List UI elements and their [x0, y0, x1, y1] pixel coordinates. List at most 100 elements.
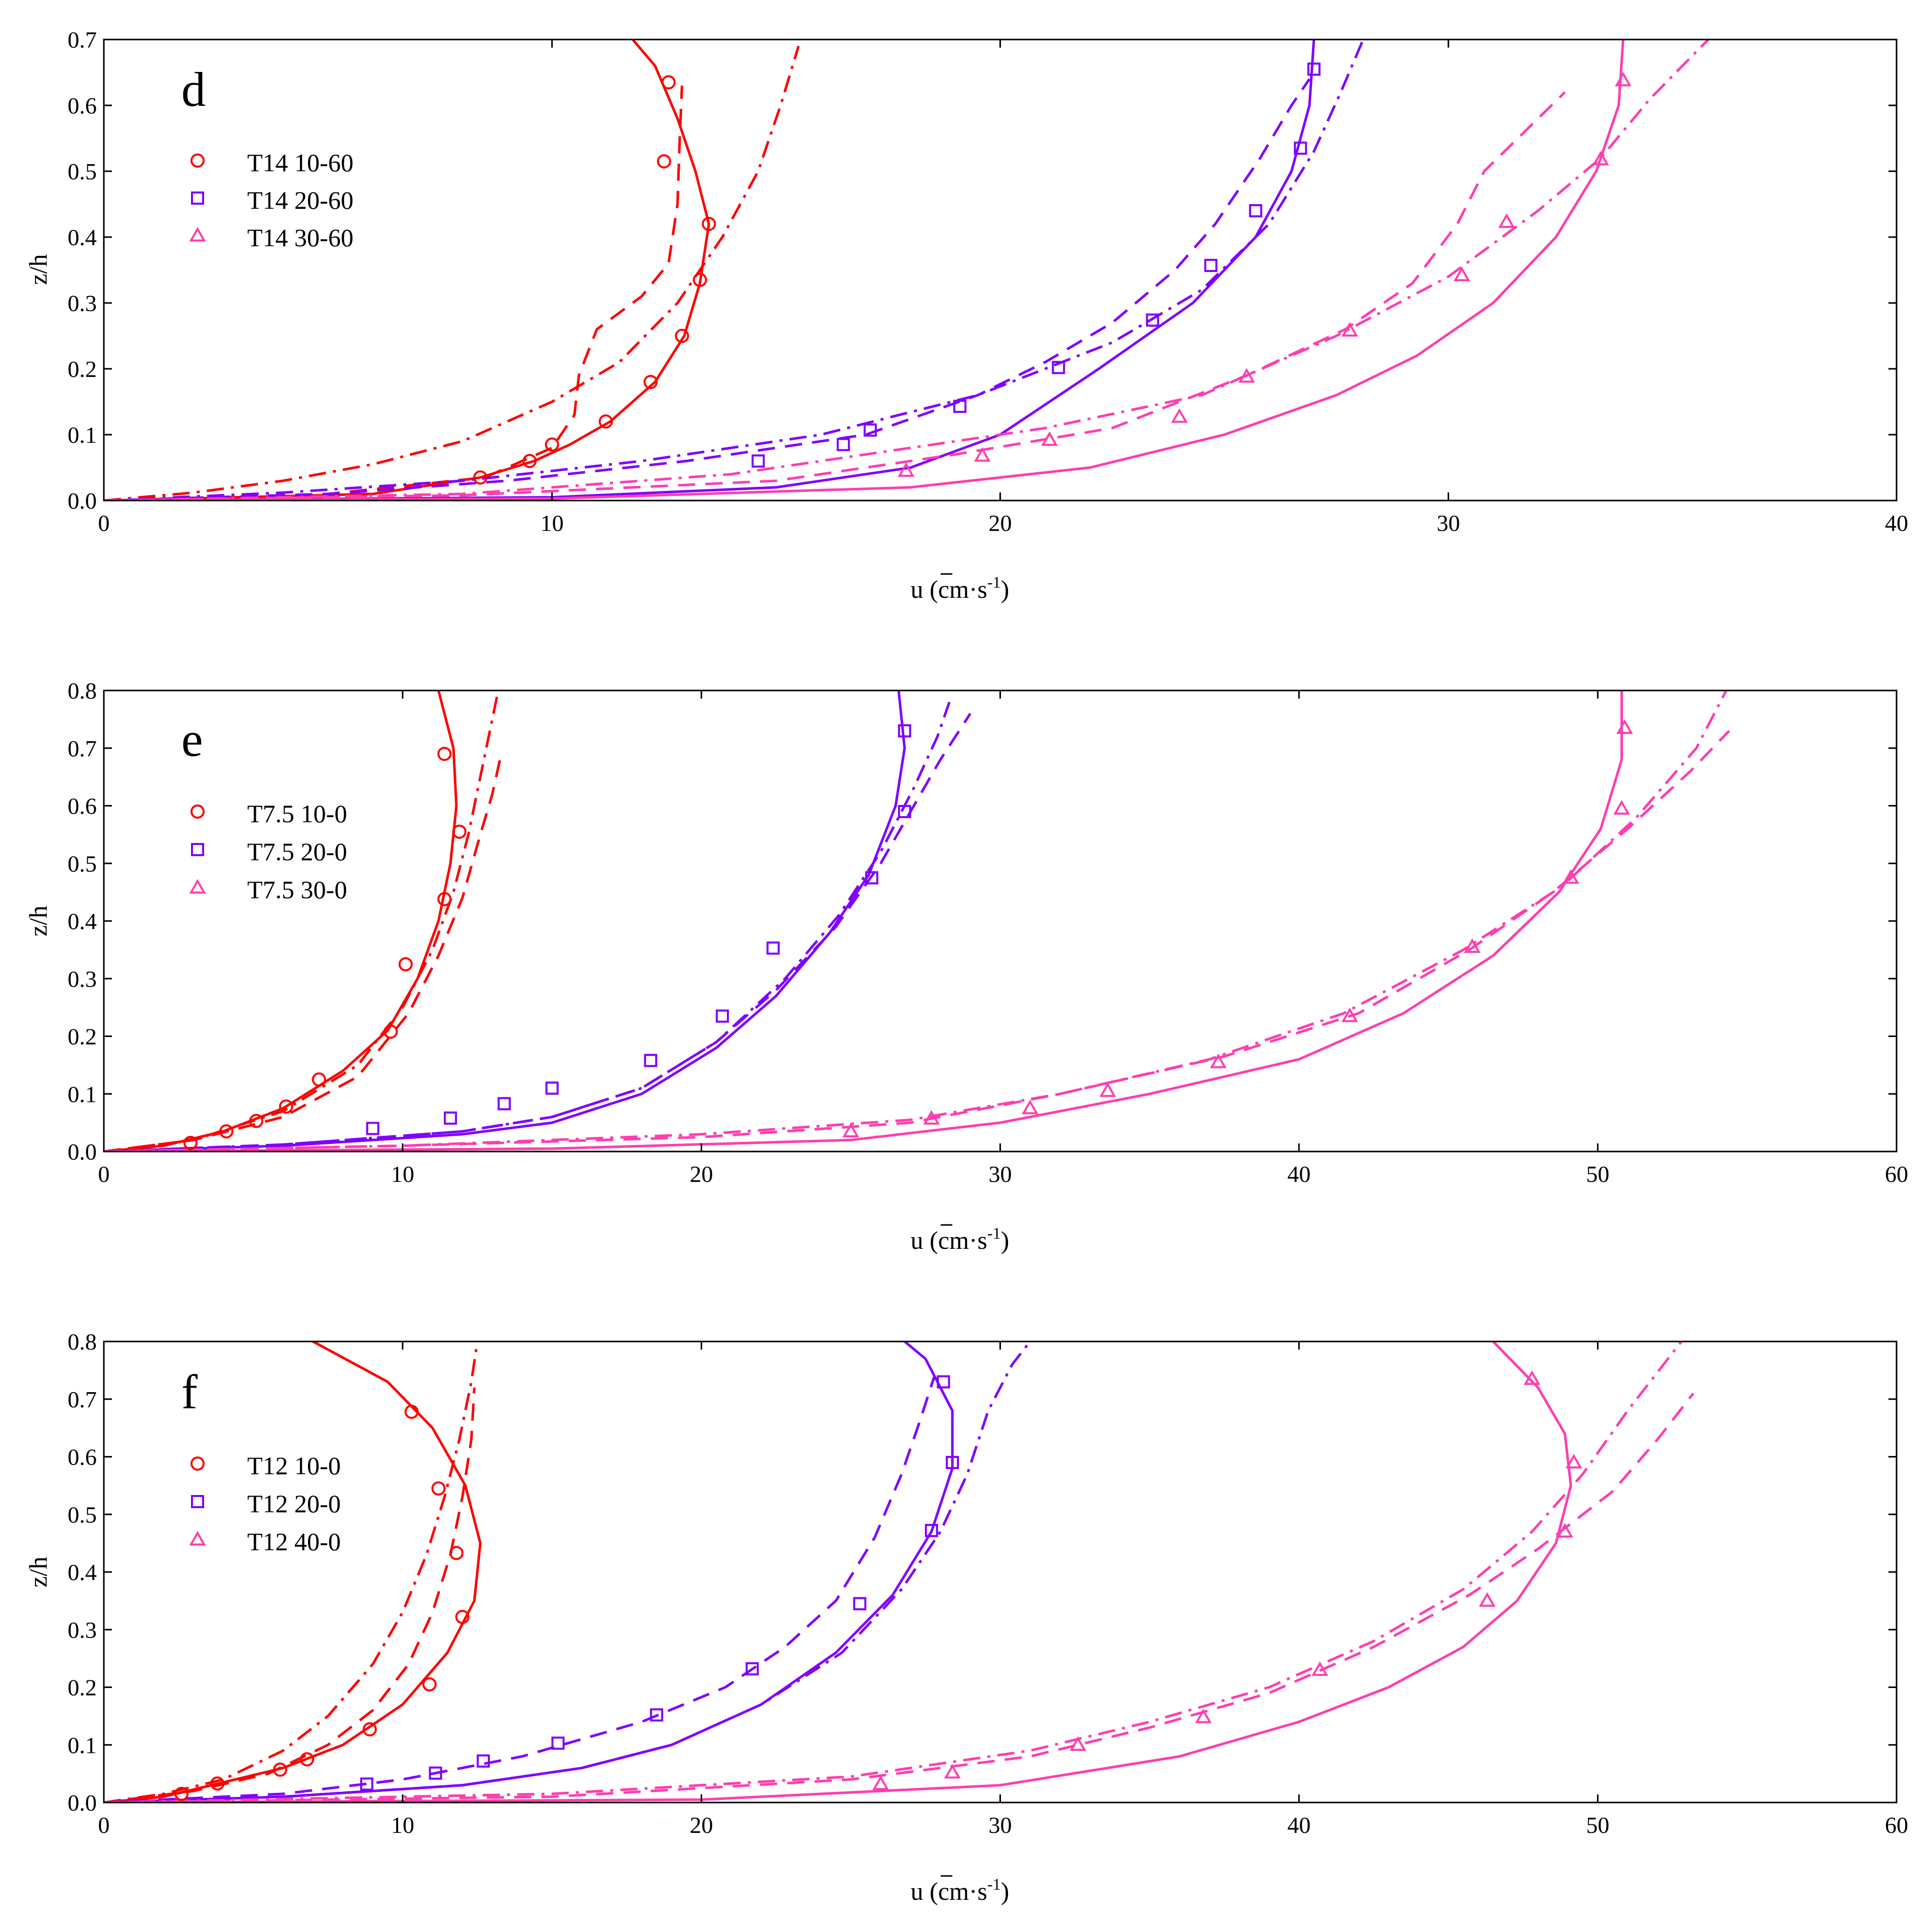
series-3-data-point: [1523, 1370, 1540, 1385]
series-3-data-point: [1069, 1736, 1087, 1751]
series-3-data-point: [1614, 71, 1632, 87]
series-2-data-point: [946, 1455, 959, 1469]
plot-frame: [103, 39, 1898, 502]
series-1-dashed-line: [104, 85, 683, 501]
y-axis-label: z/h: [24, 254, 52, 285]
series-2-data-point: [429, 1766, 442, 1780]
legend-entry-1: T7.5 10-0: [247, 799, 347, 828]
series-2-data-point: [1204, 258, 1218, 272]
series-1-data-point: [404, 1404, 419, 1419]
panel-d: d z/h u (cm·s-1) T14 10-60 T14 20-60 T14…: [24, 27, 1908, 603]
series-2-data-point: [924, 1524, 938, 1538]
series-2-dashed-line: [104, 78, 1311, 501]
series-3-data-point: [1556, 1523, 1573, 1538]
y-tick-label: 0.5: [68, 851, 97, 876]
y-tick-label: 0.3: [68, 1617, 97, 1643]
series-2-data-point: [650, 1708, 664, 1722]
series-1-data-point: [362, 1722, 377, 1737]
y-tick-label: 0.1: [68, 422, 97, 448]
x-axis-label: u (cm·s-1): [911, 573, 1010, 603]
x-tick-label: 60: [1885, 1812, 1908, 1838]
y-tick-label: 0.2: [68, 356, 97, 382]
plot-area: [104, 691, 1730, 1152]
series-2-data-point: [644, 1054, 658, 1067]
series-1-data-point: [312, 1072, 326, 1087]
series-3-solid-line: [104, 1341, 1572, 1803]
legend-marker-2: [191, 191, 204, 205]
y-tick-label: 0.3: [68, 966, 97, 992]
series-3-solid-line: [104, 40, 1625, 501]
x-tick-label: 10: [391, 1161, 414, 1187]
panel-letter: d: [181, 62, 206, 117]
panel-e: e z/h u (cm·s-1) T7.5 10-0 T7.5 20-0 T7.…: [24, 678, 1908, 1254]
plot-frame: [103, 1340, 1898, 1804]
series-1-data-point: [219, 1124, 234, 1139]
series-1-solid-line: [104, 1341, 482, 1803]
x-tick-label: 50: [1586, 1161, 1609, 1187]
series-3-data-point: [842, 1123, 860, 1137]
y-tick-label: 0.8: [68, 1329, 97, 1355]
series-2-data-point: [1307, 62, 1321, 76]
y-tick-label: 0.0: [68, 488, 97, 514]
y-tick-label: 0.5: [68, 1502, 97, 1527]
series-3-data-point: [1592, 150, 1609, 166]
series-3-data-point: [1613, 800, 1630, 815]
series-2-data-point: [863, 423, 877, 437]
series-1-data-point: [598, 414, 613, 429]
legend-marker-2: [191, 1495, 204, 1508]
series-1-dashdot-line: [104, 1341, 479, 1803]
legend-marker-1: [190, 1456, 205, 1471]
plot-area: [104, 40, 1710, 501]
series-1-dashed-line: [104, 1387, 476, 1803]
series-3-data-point: [1311, 1661, 1329, 1676]
series-2-solid-line: [104, 1341, 954, 1803]
series-2-data-point: [953, 400, 967, 413]
y-tick-label: 0.6: [68, 93, 97, 119]
y-tick-label: 0.4: [68, 224, 97, 250]
series-2-data-point: [745, 1662, 759, 1676]
series-3-data-point: [1238, 368, 1255, 383]
y-tick-label: 0.1: [68, 1081, 97, 1107]
y-tick-label: 0.5: [68, 159, 97, 184]
series-3-data-point: [944, 1763, 961, 1779]
series-3-data-point: [923, 1110, 940, 1125]
series-3-data-point: [1099, 1082, 1116, 1097]
series-3-dashed-line: [104, 730, 1730, 1152]
series-3-data-point: [1171, 408, 1188, 423]
y-tick-label: 0.4: [68, 908, 97, 934]
x-tick-label: 40: [1885, 510, 1908, 536]
series-2-data-point: [477, 1754, 490, 1768]
series-1-data-point: [692, 273, 707, 287]
legend-entry-2: T7.5 20-0: [247, 837, 347, 866]
series-1-data-point: [383, 1024, 398, 1039]
x-tick-label: 50: [1586, 1812, 1609, 1838]
series-3-data-point: [974, 447, 991, 462]
x-tick-label: 10: [391, 1812, 414, 1838]
series-2-data-point: [937, 1375, 950, 1389]
y-axis-label: z/h: [24, 905, 52, 936]
series-2-dashed-line: [104, 713, 972, 1152]
series-3-dashdot-line: [104, 1341, 1683, 1803]
x-tick-label: 40: [1287, 1161, 1310, 1187]
series-2-data-point: [360, 1777, 374, 1791]
legend: T12 10-0 T12 20-0 T12 40-0: [247, 1451, 341, 1556]
y-tick-label: 0.0: [68, 1790, 97, 1816]
y-tick-label: 0.7: [68, 736, 97, 761]
panel-letter: f: [181, 1365, 198, 1419]
x-tick-label: 0: [98, 510, 110, 536]
series-1-data-point: [273, 1762, 288, 1777]
series-3-dashdot-line: [104, 40, 1710, 501]
series-2-dashdot-line: [104, 40, 1365, 501]
legend-entry-2: T14 20-60: [247, 186, 354, 214]
y-tick-label: 0.6: [68, 793, 97, 819]
series-2-data-point: [715, 1009, 729, 1023]
series-3-data-point: [1041, 431, 1058, 446]
x-axis-label: u (cm·s-1): [911, 1875, 1010, 1905]
series-3-data-point: [1453, 266, 1471, 282]
series-1-data-point: [473, 470, 488, 485]
series-1-dashdot-line: [104, 46, 800, 501]
series-3-dashed-line: [104, 1392, 1694, 1803]
x-tick-label: 10: [540, 510, 564, 536]
x-axis-label: u (cm·s-1): [911, 1224, 1010, 1254]
